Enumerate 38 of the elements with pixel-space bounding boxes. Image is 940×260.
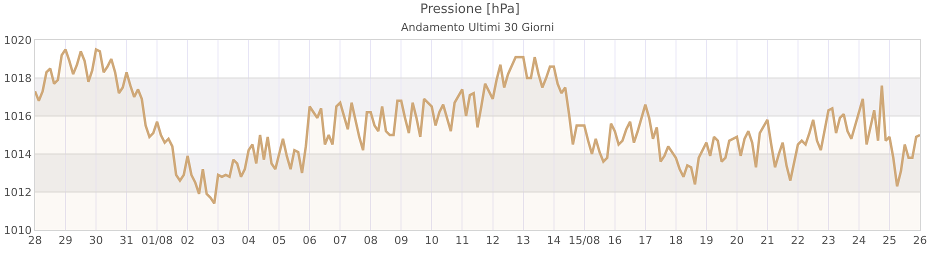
x-tick-label: 08 xyxy=(364,234,378,248)
x-tick-label: 01/08 xyxy=(141,234,173,248)
x-tick-label: 16 xyxy=(608,234,622,248)
x-tick-label: 10 xyxy=(424,234,439,248)
y-tick-label: 1020 xyxy=(4,34,32,47)
x-tick-label: 30 xyxy=(89,234,104,248)
x-tick-label: 09 xyxy=(394,234,408,248)
x-tick-label: 03 xyxy=(211,234,226,248)
x-tick-label: 18 xyxy=(668,234,683,248)
x-tick-label: 15/08 xyxy=(568,234,600,248)
y-tick-label: 1014 xyxy=(4,148,32,161)
x-tick-label: 14 xyxy=(546,234,561,248)
x-tick-label: 17 xyxy=(638,234,652,248)
x-tick-label: 05 xyxy=(272,234,286,248)
y-tick-label: 1018 xyxy=(4,72,32,85)
y-tick-label: 1016 xyxy=(4,110,32,123)
x-tick-label: 20 xyxy=(730,234,744,248)
x-tick-label: 19 xyxy=(699,234,714,248)
x-tick-label: 22 xyxy=(790,234,805,248)
x-tick-label: 06 xyxy=(302,234,317,248)
x-tick-label: 31 xyxy=(120,234,134,248)
x-tick-label: 02 xyxy=(180,234,195,248)
x-tick-label: 21 xyxy=(760,234,774,248)
x-tick-label: 24 xyxy=(852,234,866,248)
y-tick-label: 1012 xyxy=(4,186,32,199)
chart-title: Pressione [hPa] xyxy=(420,2,520,17)
x-tick-label: 23 xyxy=(821,234,836,248)
x-tick-label: 13 xyxy=(516,234,530,248)
x-tick-label: 28 xyxy=(28,234,42,248)
x-tick-label: 26 xyxy=(913,234,927,248)
x-tick-label: 11 xyxy=(455,234,470,248)
x-tick-label: 07 xyxy=(333,234,348,248)
x-tick-label: 29 xyxy=(58,234,73,248)
x-tick-label: 25 xyxy=(882,234,896,248)
x-tick-label: 12 xyxy=(486,234,500,248)
x-tick-label: 04 xyxy=(242,234,256,248)
chart-subtitle: Andamento Ultimi 30 Giorni xyxy=(401,21,554,34)
y-tick-label: 1010 xyxy=(4,224,32,237)
